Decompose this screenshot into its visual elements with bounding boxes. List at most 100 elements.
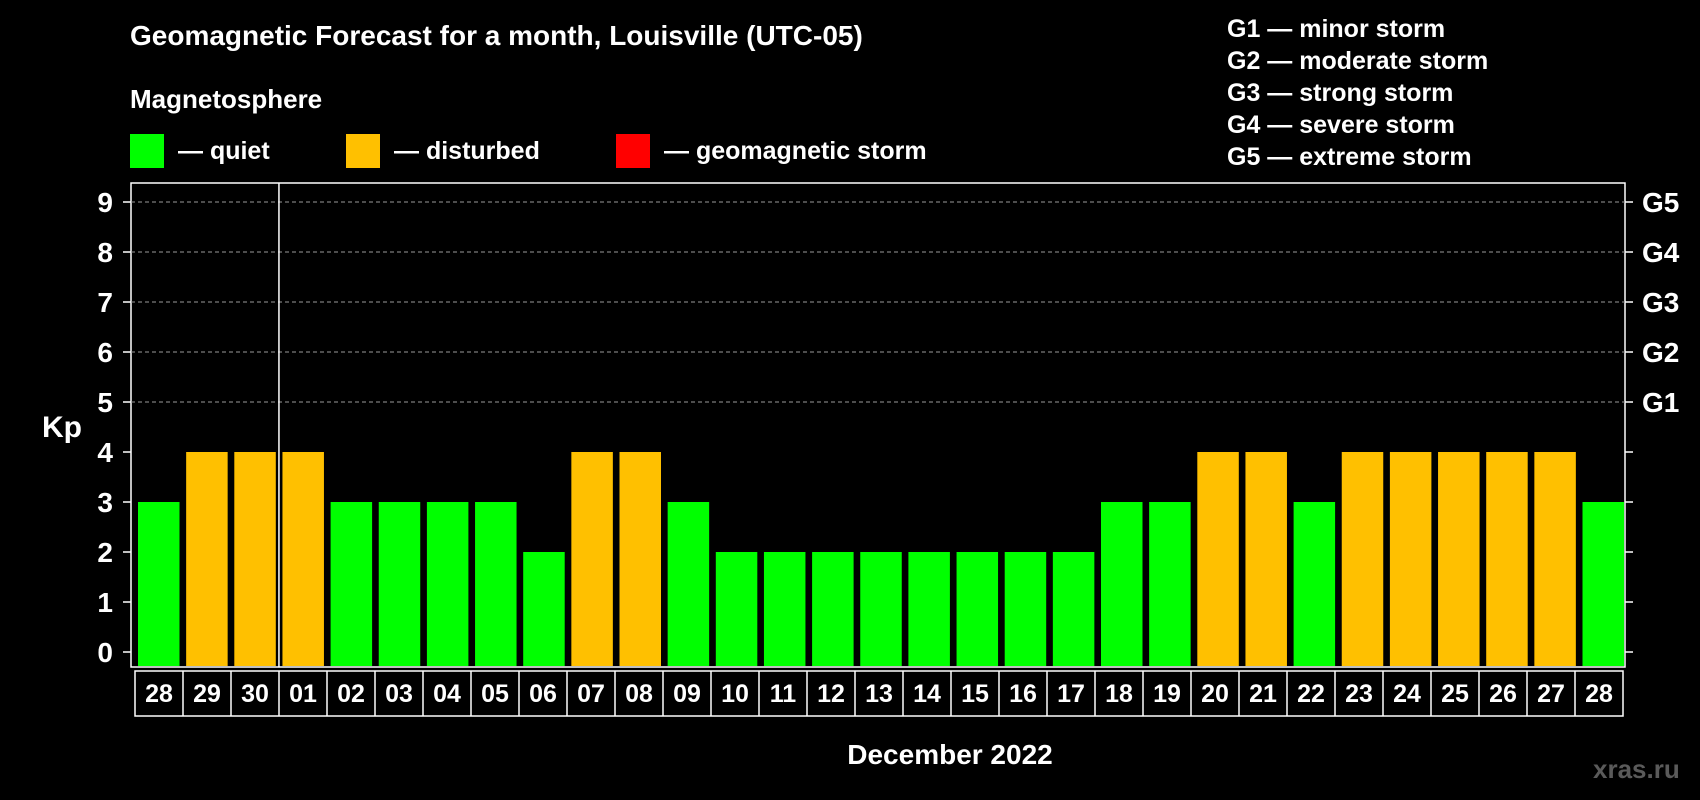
bar-23 xyxy=(1245,452,1287,666)
y-tick-label-2: 2 xyxy=(97,537,113,568)
x-tick-label-12: 10 xyxy=(721,680,749,708)
legend-item-disturbed: — disturbed xyxy=(346,134,540,168)
bar-0 xyxy=(138,502,180,666)
bar-1 xyxy=(186,452,228,666)
bar-22 xyxy=(1197,452,1239,666)
x-tick-label-17: 15 xyxy=(961,680,989,708)
y-tick-label-5: 5 xyxy=(97,387,113,418)
storm-level-g4: G4 — severe storm xyxy=(1227,111,1455,139)
legend-label-disturbed: — disturbed xyxy=(394,136,540,165)
x-tick-label-7: 05 xyxy=(481,680,509,708)
x-tick-label-3: 01 xyxy=(289,680,317,708)
x-tick-label-1: 29 xyxy=(193,680,221,708)
legend-item-storm: — geomagnetic storm xyxy=(616,134,927,168)
y-tick-label-7: 7 xyxy=(97,287,113,318)
x-tick-label-0: 28 xyxy=(145,680,173,708)
bar-8 xyxy=(523,552,565,666)
x-tick-label-16: 14 xyxy=(913,680,941,708)
y-axis-label: Kp xyxy=(42,411,82,444)
x-tick-label-9: 07 xyxy=(577,680,605,708)
bar-29 xyxy=(1534,452,1576,666)
y-tick-label-0: 0 xyxy=(97,637,113,668)
bar-4 xyxy=(330,502,373,666)
legend-swatch-disturbed xyxy=(346,134,380,168)
bar-16 xyxy=(908,552,950,666)
legend-swatch-quiet xyxy=(130,134,164,168)
bar-24 xyxy=(1293,502,1336,666)
y-tick-label-3: 3 xyxy=(97,487,113,518)
x-tick-label-30: 28 xyxy=(1585,680,1613,708)
x-tick-label-25: 23 xyxy=(1345,680,1373,708)
bar-14 xyxy=(812,552,854,666)
x-tick-label-24: 22 xyxy=(1297,680,1325,708)
storm-level-g1: G1 — minor storm xyxy=(1227,15,1446,43)
x-tick-label-11: 09 xyxy=(673,680,701,708)
x-tick-label-20: 18 xyxy=(1105,680,1133,708)
legend-label-storm: — geomagnetic storm xyxy=(664,136,927,165)
bar-9 xyxy=(571,452,613,666)
storm-level-g5: G5 — extreme storm xyxy=(1227,143,1472,171)
bar-30 xyxy=(1582,502,1624,666)
x-tick-label-27: 25 xyxy=(1441,680,1469,708)
y-tick-label-9: 9 xyxy=(97,187,113,218)
bar-12 xyxy=(715,552,758,666)
chart-subtitle: Magnetosphere xyxy=(130,84,323,114)
x-axis-box xyxy=(134,670,1624,717)
bar-7 xyxy=(475,502,517,666)
plot-frame xyxy=(130,182,1626,668)
x-tick-label-15: 13 xyxy=(865,680,893,708)
x-tick-label-4: 02 xyxy=(337,680,365,708)
x-tick-label-6: 04 xyxy=(433,680,461,708)
right-axis-label-G4: G4 xyxy=(1642,237,1680,268)
bar-10 xyxy=(619,452,661,666)
bar-21 xyxy=(1149,502,1191,666)
bar-11 xyxy=(667,502,710,666)
x-tick-label-21: 19 xyxy=(1153,680,1181,708)
bar-15 xyxy=(860,552,902,666)
y-tick-label-4: 4 xyxy=(97,437,113,468)
y-tick-label-6: 6 xyxy=(97,337,113,368)
x-axis-label: December 2022 xyxy=(847,739,1052,770)
x-tick-label-10: 08 xyxy=(625,680,653,708)
x-tick-label-29: 27 xyxy=(1537,680,1565,708)
storm-level-g3: G3 — strong storm xyxy=(1227,79,1454,107)
right-axis-label-G3: G3 xyxy=(1642,287,1679,318)
bar-2 xyxy=(234,452,276,666)
legend-item-quiet: — quiet xyxy=(130,134,270,168)
x-tick-label-23: 21 xyxy=(1249,680,1277,708)
watermark: xras.ru xyxy=(1593,754,1680,784)
bar-18 xyxy=(1004,552,1047,666)
status-legend: — quiet — disturbed — geomagnetic storm xyxy=(0,134,1100,168)
storm-level-g2: G2 — moderate storm xyxy=(1227,47,1489,75)
bar-5 xyxy=(378,502,421,666)
y-tick-label-8: 8 xyxy=(97,237,113,268)
bar-13 xyxy=(763,552,806,666)
x-tick-label-13: 11 xyxy=(770,680,797,708)
x-tick-label-18: 16 xyxy=(1009,680,1037,708)
right-axis-label-G5: G5 xyxy=(1642,187,1679,218)
bar-3 xyxy=(282,452,324,666)
bar-25 xyxy=(1341,452,1384,666)
storm-level-legend: G1 — minor storm G2 — moderate storm G3 … xyxy=(1227,13,1488,173)
x-tick-label-14: 12 xyxy=(817,680,845,708)
y-tick-label-1: 1 xyxy=(97,587,113,618)
right-axis-label-G2: G2 xyxy=(1642,337,1679,368)
bar-6 xyxy=(426,502,469,666)
x-tick-label-28: 26 xyxy=(1489,680,1517,708)
bar-27 xyxy=(1438,452,1480,666)
bar-20 xyxy=(1101,502,1143,666)
legend-label-quiet: — quiet xyxy=(178,136,270,165)
x-tick-label-5: 03 xyxy=(385,680,413,708)
x-tick-label-19: 17 xyxy=(1057,680,1085,708)
bar-17 xyxy=(956,552,999,666)
x-tick-label-2: 30 xyxy=(241,680,269,708)
chart-title: Geomagnetic Forecast for a month, Louisv… xyxy=(130,20,863,51)
x-tick-label-8: 06 xyxy=(529,680,557,708)
bar-26 xyxy=(1389,452,1432,666)
bar-28 xyxy=(1486,452,1528,666)
right-axis-label-G1: G1 xyxy=(1642,387,1679,418)
bar-19 xyxy=(1052,552,1095,666)
x-tick-label-22: 20 xyxy=(1201,680,1229,708)
legend-swatch-storm xyxy=(616,134,650,168)
